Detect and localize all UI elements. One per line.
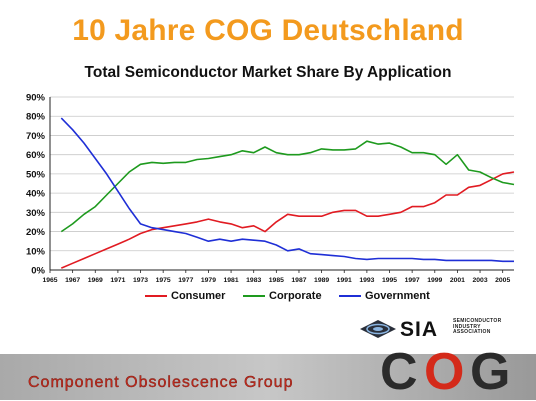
sia-logo-subtitle: SEMICONDUCTOR INDUSTRY ASSOCIATION [453, 318, 502, 335]
footer-text: Component Obsolescence Group [28, 374, 294, 391]
y-tick-label: 40% [26, 189, 46, 200]
x-tick-label: 2005 [495, 277, 510, 284]
x-tick-label: 2003 [472, 277, 487, 284]
footer-banner: Component Obsolescence Group [0, 354, 536, 400]
legend-label-corporate: Corporate [269, 290, 322, 302]
chart-axes [49, 97, 514, 273]
chart-tick-labels: 0% 10% 20% 30% 40% 50% 60% 70% 80% 90% 1965 1967 196… [26, 93, 510, 285]
x-tick-label: 1971 [110, 277, 125, 284]
x-tick-label: 1975 [156, 277, 171, 284]
y-tick-label: 30% [26, 208, 46, 219]
x-tick-label: 1969 [88, 277, 103, 284]
market-share-line-chart: 0% 10% 20% 30% 40% 50% 60% 70% 80% 90% 1965 1967 196… [26, 93, 515, 285]
x-tick-label: 1983 [246, 277, 261, 284]
chart-series [60, 117, 515, 269]
legend-item-consumer: Consumer [145, 290, 225, 302]
y-tick-label: 10% [26, 246, 46, 257]
cog-logo: C O G [378, 344, 518, 400]
x-tick-label: 1967 [65, 277, 80, 284]
x-tick-label: 1999 [427, 277, 442, 284]
x-tick-label: 1985 [269, 277, 284, 284]
legend-swatch-government [339, 295, 361, 298]
x-tick-label: 1979 [201, 277, 216, 284]
y-tick-label: 90% [26, 93, 46, 104]
legend-label-consumer: Consumer [171, 290, 226, 302]
legend-item-corporate: Corporate [243, 290, 322, 302]
x-tick-label: 1989 [314, 277, 329, 284]
series-line-consumer [60, 171, 515, 269]
y-tick-label: 80% [26, 112, 46, 123]
x-tick-label: 1987 [291, 277, 306, 284]
y-tick-label: 60% [26, 150, 46, 161]
y-tick-label: 50% [26, 169, 46, 180]
y-tick-label: 0% [31, 266, 45, 277]
x-tick-label: 1995 [382, 277, 397, 284]
y-tick-label: 70% [26, 131, 46, 142]
series-line-government [60, 117, 514, 263]
x-tick-label: 1997 [405, 277, 420, 284]
x-tick-label: 1977 [178, 277, 193, 284]
x-tick-label: 1993 [359, 277, 374, 284]
y-tick-label: 20% [26, 227, 46, 238]
x-tick-label: 1991 [337, 277, 352, 284]
cog-logo-letter-o: O [424, 343, 465, 401]
chart-title: Total Semiconductor Market Share By Appl… [84, 64, 452, 81]
slide-title: 10 Jahre COG Deutschland [72, 14, 464, 47]
x-tick-label: 1981 [224, 277, 239, 284]
sia-logo-text: SIA [400, 318, 439, 341]
x-tick-label: 1965 [42, 277, 57, 284]
legend-swatch-corporate [243, 295, 265, 298]
cog-logo-letter-g: G [470, 343, 511, 401]
x-tick-label: 1973 [133, 277, 148, 284]
x-tick-label: 2001 [450, 277, 465, 284]
sia-logo: SIA SEMICONDUCTOR INDUSTRY ASSOCIATION [360, 318, 510, 344]
cog-logo-letter-c: C [380, 343, 418, 401]
series-line-corporate [60, 140, 515, 233]
legend-swatch-consumer [145, 295, 167, 298]
sia-emblem-icon [360, 320, 396, 338]
legend-label-government: Government [365, 290, 430, 302]
legend-item-government: Government [339, 290, 430, 302]
chart-legend: Consumer Corporate Government [145, 290, 435, 306]
